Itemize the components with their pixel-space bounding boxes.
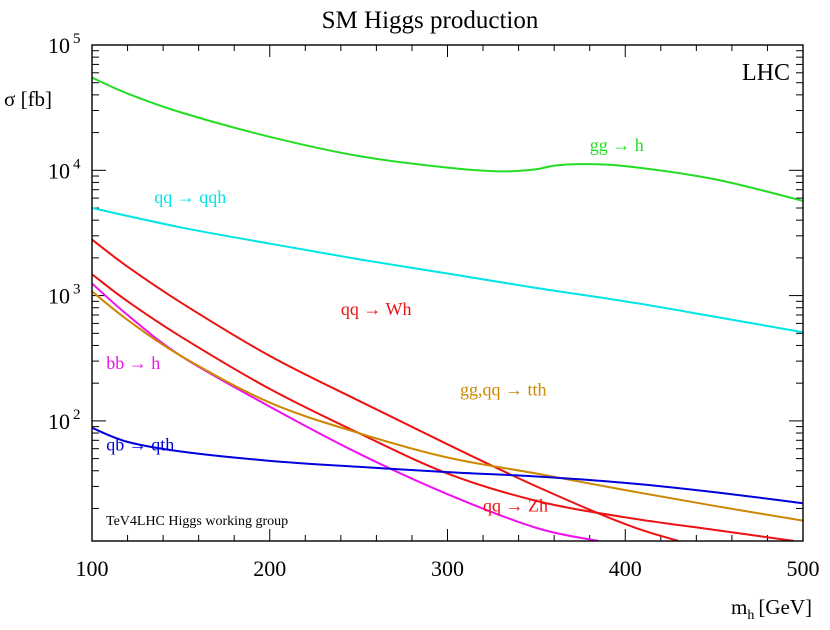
series-line: [92, 426, 803, 505]
x-axis-label-sub: h: [747, 608, 754, 623]
y-tick-base: 10: [48, 158, 70, 183]
y-axis-label: σ [fb]: [4, 87, 52, 111]
series-line: [92, 238, 679, 541]
y-tick-label: 10 3: [48, 282, 81, 309]
x-tick-label: 400: [609, 556, 642, 581]
y-tick-exponent: 3: [73, 282, 81, 298]
y-tick-exponent: 5: [73, 31, 81, 47]
plot-frame: [91, 44, 804, 542]
x-tick-label: 300: [431, 556, 464, 581]
y-tick-label: 10 4: [48, 156, 81, 183]
y-tick-exponent: 4: [73, 156, 81, 172]
series-label: qq → Zh: [483, 495, 548, 515]
series-label: qq → qqh: [154, 187, 226, 207]
series-line: [92, 207, 803, 334]
axis-ticks: [91, 44, 804, 541]
series-labels: gg → h qq → qqh qq → Wh qq → Zh bb → h gg,qq …: [106, 135, 643, 515]
series-label: gg → h: [590, 135, 644, 155]
series-line: [92, 282, 599, 541]
y-tick-exponent: 2: [73, 407, 81, 423]
collider-label: LHC: [742, 60, 790, 86]
y-tick-label: 10 5: [48, 31, 81, 58]
x-tick-label: 100: [76, 556, 109, 581]
credit-label: TeV4LHC Higgs working group: [106, 514, 288, 529]
series-label: qq → Wh: [341, 299, 412, 319]
series-line: [92, 76, 803, 202]
x-tick-label: 500: [787, 556, 820, 581]
x-tick-label: 200: [253, 556, 286, 581]
series-curves: [92, 76, 803, 541]
x-axis-label-unit: [GeV]: [758, 595, 812, 619]
y-tick-base: 10: [48, 33, 70, 58]
series-label: gg,qq → tth: [460, 379, 547, 399]
x-axis-label-main: m: [731, 595, 747, 619]
series-label: qb → qth: [106, 435, 174, 455]
y-tick-base: 10: [48, 284, 70, 309]
y-tick-base: 10: [48, 409, 70, 434]
series-label: bb → h: [106, 353, 160, 373]
series-line: [92, 273, 795, 541]
chart-title: SM Higgs production: [322, 7, 539, 34]
series-line: [92, 290, 803, 522]
x-axis-label: mh [GeV]: [731, 595, 812, 623]
y-tick-label: 10 2: [48, 407, 81, 434]
